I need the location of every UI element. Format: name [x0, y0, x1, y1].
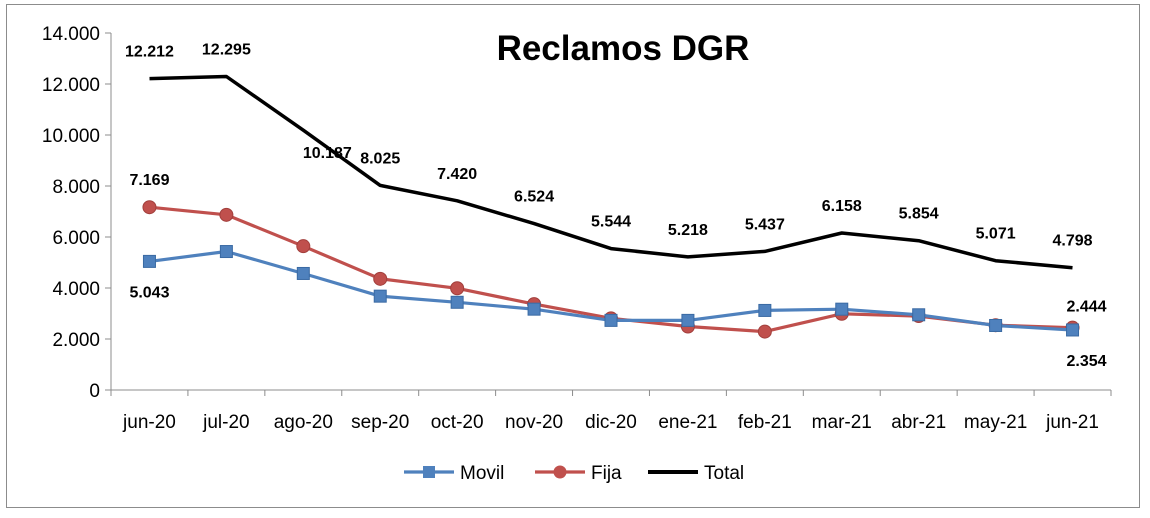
data-point-fija [757, 324, 772, 339]
x-tick-label: jun-20 [122, 412, 176, 433]
data-label-total: 8.025 [360, 150, 400, 167]
data-label-total: 10.187 [303, 145, 352, 162]
axes: 0 2.000 4.000 6.000 8.000 10.000 12.000 14.000 j… [42, 24, 1112, 433]
y-tick-label: 6.000 [52, 228, 100, 249]
x-tick-label: dic-20 [585, 412, 637, 433]
y-tick-label: 12.000 [42, 75, 100, 96]
data-label-total: 5.071 [976, 226, 1016, 243]
series-layer [142, 74, 1080, 339]
legend-marker-fija [553, 465, 567, 479]
data-point-movil [219, 245, 233, 259]
legend-label-fija: Fija [591, 463, 622, 484]
data-label-fija: 7.169 [129, 172, 169, 189]
data-point-movil [912, 308, 926, 322]
data-point-fija [219, 207, 234, 222]
x-tick-label: ago-20 [274, 412, 333, 433]
data-label-total: 12.295 [202, 41, 251, 58]
data-labels: 5.043 2.354 7.169 2.444 12.212 12.295 10.187 8.… [125, 41, 1107, 369]
data-label-total: 4.798 [1053, 233, 1093, 250]
x-tick-label: oct-20 [431, 412, 484, 433]
data-point-movil [527, 302, 541, 316]
x-tick-label: may-21 [964, 412, 1027, 433]
data-point-movil [758, 303, 772, 317]
data-point-movil [681, 313, 695, 327]
data-label-total: 5.544 [591, 214, 631, 231]
y-tick-label: 0 [89, 381, 100, 402]
legend-label-movil: Movil [460, 463, 504, 484]
data-point-movil [989, 318, 1003, 332]
data-point-fija [373, 271, 388, 286]
data-label-total: 5.854 [899, 206, 939, 223]
data-point-fija [450, 281, 465, 296]
chart-title: Reclamos DGR [497, 29, 750, 68]
x-tick-label: nov-20 [505, 412, 563, 433]
data-label-movil: 5.043 [129, 284, 169, 301]
y-tick-label: 4.000 [52, 279, 100, 300]
x-tick-label: feb-21 [738, 412, 792, 433]
data-label-movil: 2.354 [1067, 353, 1107, 370]
data-label-total: 6.158 [822, 198, 862, 215]
x-tick-label: ene-21 [658, 412, 717, 433]
data-point-movil [373, 289, 387, 303]
x-tick-label: jun-21 [1045, 412, 1099, 433]
data-point-movil [450, 295, 464, 309]
y-tick-label: 10.000 [42, 126, 100, 147]
data-point-movil [296, 266, 310, 280]
y-tick-label: 14.000 [42, 24, 100, 45]
data-point-movil [604, 313, 618, 327]
legend-label-total: Total [704, 463, 744, 484]
data-label-total: 6.524 [514, 189, 554, 206]
legend: Movil Fija Total [404, 463, 744, 484]
data-label-total: 5.218 [668, 222, 708, 239]
series-line-total [149, 74, 1073, 270]
data-label-fija: 2.444 [1067, 299, 1107, 316]
data-label-total: 7.420 [437, 166, 477, 183]
data-point-movil [1066, 323, 1080, 337]
x-tick-label: jul-20 [202, 412, 249, 433]
data-point-fija [142, 200, 157, 215]
x-tick-label: sep-20 [351, 412, 409, 433]
x-tick-label: abr-21 [891, 412, 946, 433]
y-tick-label: 2.000 [52, 330, 100, 351]
legend-marker-movil [423, 466, 435, 478]
data-point-movil [142, 254, 156, 268]
y-tick-label: 8.000 [52, 177, 100, 198]
data-label-total: 12.212 [125, 44, 174, 61]
x-tick-label: mar-21 [812, 412, 872, 433]
data-label-total: 5.437 [745, 216, 785, 233]
data-point-fija [296, 239, 311, 254]
data-point-movil [835, 302, 849, 316]
